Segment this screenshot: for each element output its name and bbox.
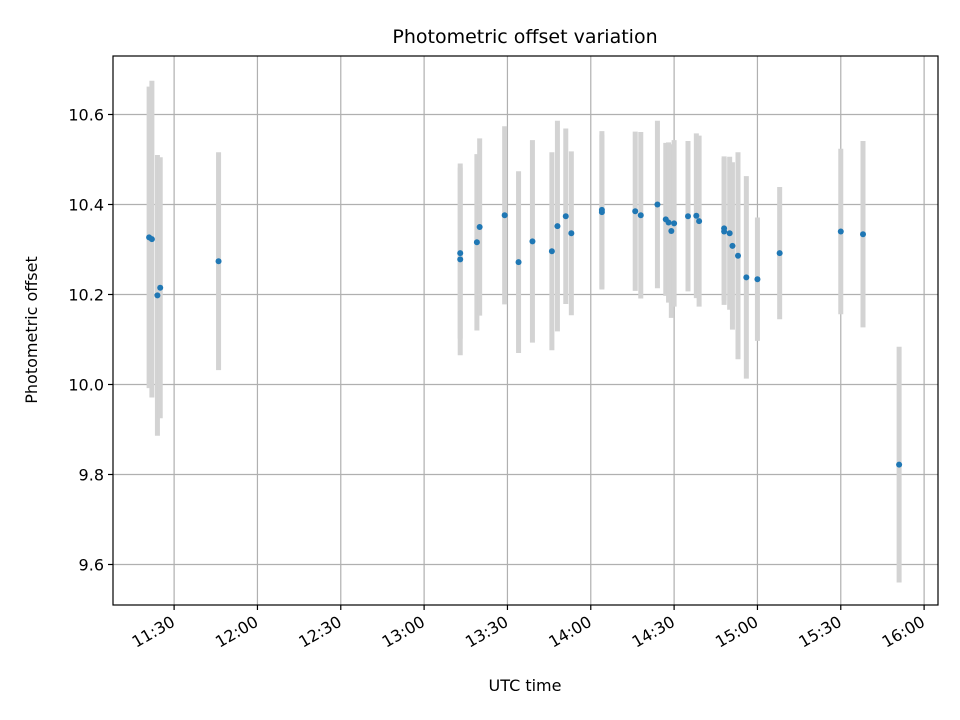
- data-point: [837, 228, 844, 235]
- data-point: [637, 212, 644, 219]
- y-axis-label: Photometric offset: [22, 256, 41, 404]
- data-point: [671, 220, 678, 227]
- data-point: [568, 230, 575, 237]
- data-point: [693, 212, 700, 219]
- y-tick-label: 9.6: [79, 556, 104, 575]
- data-point: [743, 274, 750, 281]
- data-point: [548, 248, 555, 255]
- plot-frame: [112, 55, 939, 606]
- data-point: [776, 250, 783, 257]
- data-point: [473, 239, 480, 246]
- y-tick-label: 9.8: [79, 466, 104, 485]
- data-point: [726, 230, 733, 237]
- data-point: [896, 461, 903, 468]
- data-point: [148, 236, 155, 243]
- y-tick-label: 10.6: [68, 106, 104, 125]
- data-point: [685, 213, 691, 220]
- data-point: [754, 276, 761, 283]
- plot-area-background: [113, 56, 938, 605]
- y-axis-ticks: 9.6 9.8 10.0 10.2 10.4 10.6: [68, 106, 113, 575]
- data-point: [215, 258, 222, 265]
- data-point: [515, 259, 522, 266]
- x-axis-label: UTC time: [489, 676, 562, 695]
- data-point: [721, 225, 728, 232]
- data-point: [457, 250, 464, 257]
- data-point: [598, 206, 605, 213]
- data-point: [696, 218, 703, 225]
- data-point: [735, 252, 741, 259]
- y-tick-label: 10.0: [68, 376, 104, 395]
- data-points: [146, 201, 903, 468]
- y-tick-label: 10.4: [68, 196, 104, 215]
- data-point: [668, 228, 675, 235]
- data-point: [654, 201, 661, 208]
- data-point: [729, 242, 736, 249]
- data-point: [154, 292, 161, 299]
- data-point: [860, 231, 866, 238]
- data-point: [632, 208, 639, 215]
- grid-lines: [113, 56, 938, 605]
- data-point: [457, 256, 464, 263]
- data-point: [665, 219, 672, 226]
- data-point: [501, 212, 508, 219]
- data-point: [529, 238, 536, 245]
- chart-title: Photometric offset variation: [392, 26, 657, 48]
- data-point: [554, 223, 561, 230]
- data-point: [562, 213, 569, 220]
- data-point: [157, 284, 164, 291]
- y-tick-label: 10.2: [68, 286, 104, 305]
- data-point: [476, 224, 483, 230]
